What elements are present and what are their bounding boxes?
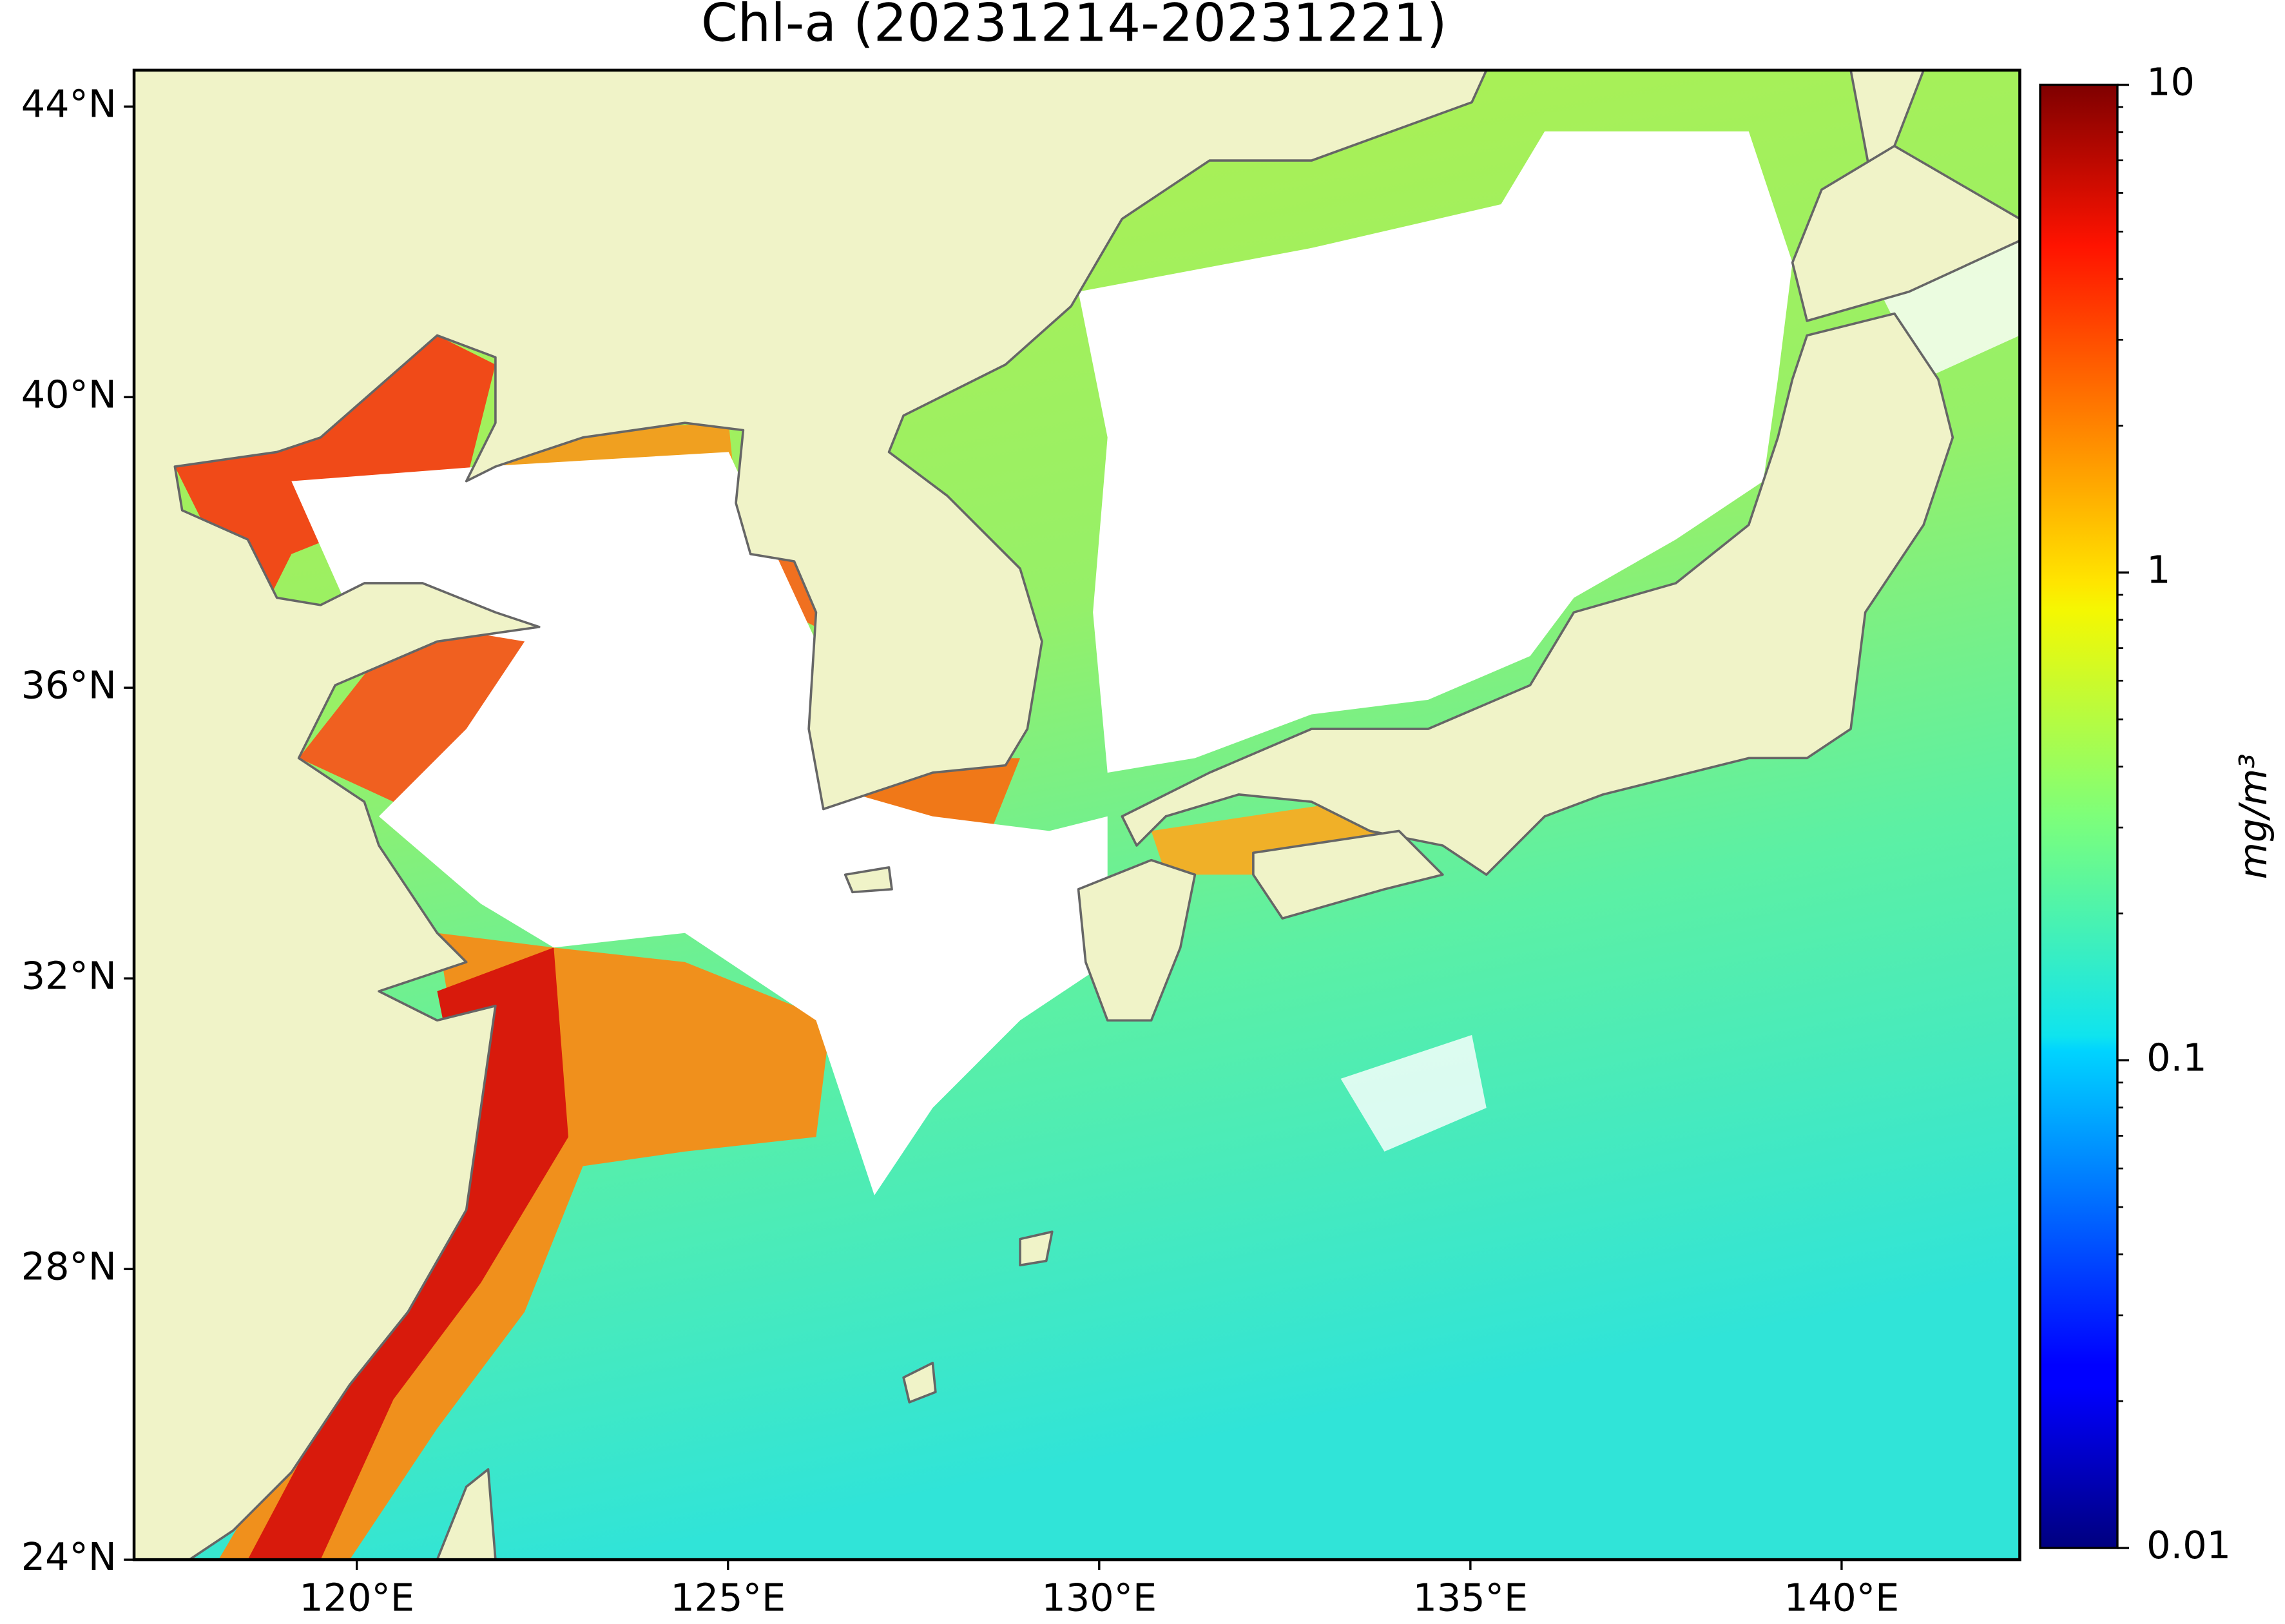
colorbar-tick-label: 0.01 — [2146, 1523, 2231, 1567]
shandong-bloom — [298, 619, 539, 802]
cloud-east-china-sea — [291, 452, 1108, 1195]
shikoku — [1252, 829, 1444, 920]
y-tick-label: 36°N — [21, 662, 117, 707]
colorbar-tick-label: 0.1 — [2146, 1035, 2206, 1079]
hokkaido — [1791, 144, 2020, 322]
y-tick-label: 44°N — [21, 81, 117, 126]
map-panel — [134, 70, 2020, 1560]
cloud-pacific — [1340, 1035, 1487, 1152]
x-tick-label: 125°E — [670, 1576, 786, 1620]
x-tick-label: 120°E — [299, 1576, 414, 1620]
taiwan — [436, 1468, 497, 1560]
y-tick-label: 28°N — [21, 1244, 117, 1288]
colorbar — [2039, 83, 2119, 1549]
map-frame — [132, 68, 2021, 1561]
land — [134, 70, 2020, 1560]
colorbar-tick-label: 1 — [2146, 547, 2170, 592]
honshu — [1121, 312, 1954, 876]
okinawa — [902, 1362, 937, 1404]
colorbar-label: mg/m³ — [2231, 753, 2275, 879]
asia-mainland — [134, 70, 1488, 1560]
bohai-bloom — [175, 335, 496, 613]
x-tick-label: 140°E — [1784, 1576, 1900, 1620]
x-tick-label: 130°E — [1041, 1576, 1157, 1620]
chart-title: Chl-a (20231214-20231221) — [701, 0, 1447, 54]
y-tick-label: 24°N — [21, 1534, 117, 1579]
cloud-sea-of-japan — [1078, 131, 1793, 773]
y-tick-label: 40°N — [21, 372, 117, 416]
x-tick-label: 135°E — [1412, 1576, 1528, 1620]
colorbar-tick-label: 10 — [2146, 60, 2195, 104]
y-tick-label: 32°N — [21, 953, 117, 998]
kyushu — [1077, 858, 1197, 1022]
amami — [1019, 1230, 1054, 1267]
jeju — [844, 866, 893, 894]
